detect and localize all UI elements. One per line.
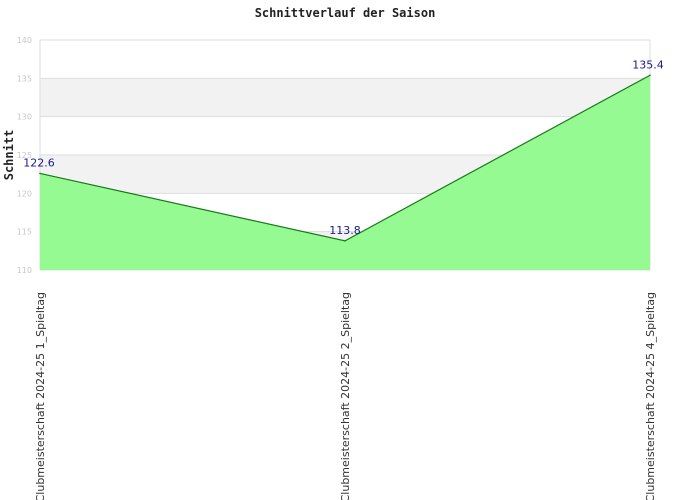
- chart-title: Schnittverlauf der Saison: [255, 6, 436, 20]
- y-tick-label: 135: [17, 74, 32, 83]
- x-tick-label: Clubmeisterschaft 2024-25 1_Spieltag: [34, 292, 47, 500]
- y-tick-label: 110: [17, 266, 32, 275]
- y-tick-label: 120: [17, 189, 32, 198]
- x-tick-label: Clubmeisterschaft 2024-25 4_Spieltag: [644, 292, 657, 500]
- y-tick-label: 140: [17, 36, 32, 45]
- series-area: [40, 75, 650, 271]
- y-axis-label: Schnitt: [2, 130, 16, 181]
- x-tick-label: Clubmeisterschaft 2024-25 2_Spieltag: [339, 292, 352, 500]
- y-axis-ticks: 110 115 120 125 130 135 140: [17, 36, 32, 275]
- data-label: 135.4: [632, 58, 664, 71]
- grid-band: [40, 78, 650, 117]
- data-point: [649, 74, 651, 77]
- area-layer: [39, 74, 651, 271]
- data-point: [344, 240, 346, 242]
- data-label: 113.8: [329, 224, 361, 237]
- y-tick-label: 115: [17, 228, 32, 237]
- grid-band: [40, 40, 650, 79]
- data-point: [39, 172, 41, 175]
- y-tick-label: 125: [17, 151, 32, 160]
- x-axis-ticks: Clubmeisterschaft 2024-25 1_Spieltag Club…: [34, 292, 657, 500]
- data-label: 122.6: [23, 156, 55, 169]
- data-labels: 122.6 113.8 135.4: [23, 58, 664, 237]
- y-tick-label: 130: [17, 113, 32, 122]
